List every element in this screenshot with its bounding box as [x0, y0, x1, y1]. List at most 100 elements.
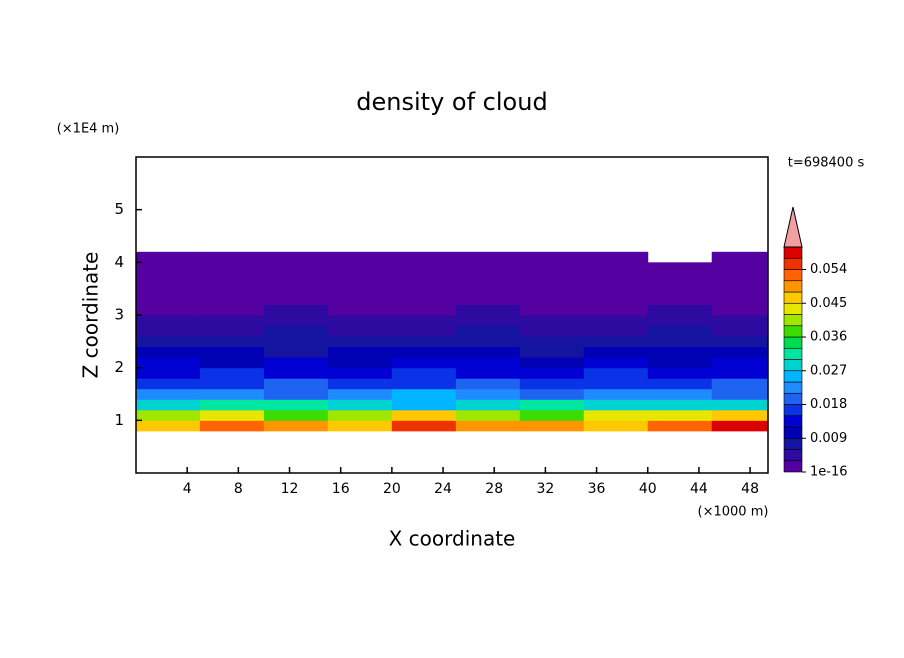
contour-cell [136, 367, 201, 379]
x-tick-label: 48 [741, 481, 759, 497]
contour-cell [263, 367, 329, 379]
contour-cell [199, 357, 265, 369]
x-tick-label: 4 [183, 481, 192, 497]
x-tick-label: 44 [690, 481, 708, 497]
contour-cell [647, 272, 713, 284]
contour-cell [455, 325, 521, 337]
contour-cell [519, 272, 585, 284]
contour-cell [327, 409, 393, 421]
contour-cell [519, 251, 585, 263]
contour-cell [327, 283, 393, 295]
contour-cell [199, 378, 265, 390]
contour-cell [136, 336, 201, 348]
contour-cell [391, 283, 457, 295]
contour-cell [391, 378, 457, 390]
contour-cell [583, 378, 649, 390]
contour-cell [711, 346, 768, 358]
colorbar-swatch [783, 449, 803, 462]
contour-cell [391, 272, 457, 284]
contour-cell [711, 388, 768, 400]
colorbar-swatch [783, 246, 803, 259]
contour-cell [583, 251, 649, 263]
time-annotation: t=698400 s [788, 156, 865, 171]
colorbar-swatch [783, 426, 803, 439]
contour-cell [391, 388, 457, 400]
contour-cell [391, 346, 457, 358]
contour-cell [647, 399, 713, 411]
contour-cell [583, 293, 649, 305]
contour-cell [711, 420, 768, 432]
contour-cell [455, 367, 521, 379]
contour-cell [519, 378, 585, 390]
contour-cell [647, 378, 713, 390]
contour-cell [327, 357, 393, 369]
contour-cell [327, 336, 393, 348]
contour-cell [711, 262, 768, 274]
contour-cell [583, 357, 649, 369]
x-tick-label: 20 [383, 481, 401, 497]
contour-cell [327, 251, 393, 263]
contour-cell [391, 336, 457, 348]
contour-cell [199, 304, 265, 316]
colorbar-swatch [783, 257, 803, 270]
contour-cell [455, 251, 521, 263]
x-tick-label: 36 [588, 481, 606, 497]
contour-cell [583, 283, 649, 295]
contour-cell [647, 346, 713, 358]
colorbar-swatch [783, 415, 803, 428]
colorbar-swatch [783, 347, 803, 360]
colorbar-swatch [783, 437, 803, 450]
contour-cell [583, 336, 649, 348]
contour-cell [327, 378, 393, 390]
contour-cell [327, 325, 393, 337]
contour-cell [263, 399, 329, 411]
contour-cell [199, 420, 265, 432]
y-unit: (×1E4 m) [57, 122, 120, 137]
contour-cell [391, 420, 457, 432]
contour-cell [136, 420, 201, 432]
contour-cell [391, 304, 457, 316]
contour-cell [647, 325, 713, 337]
contour-cell [263, 409, 329, 421]
contour-cell [711, 367, 768, 379]
contour-cell [455, 315, 521, 327]
contour-cell [455, 346, 521, 358]
contour-cell [136, 357, 201, 369]
contour-cell [583, 367, 649, 379]
contour-cell [263, 262, 329, 274]
contour-cell [647, 293, 713, 305]
contour-cell [199, 388, 265, 400]
contour-cell [263, 304, 329, 316]
contour-cell [263, 378, 329, 390]
contour-cell [327, 420, 393, 432]
y-tick-label: 1 [114, 411, 124, 429]
chart-title: density of cloud [356, 88, 547, 116]
contour-cell [455, 262, 521, 274]
contour-cell [263, 346, 329, 358]
contour-cell [199, 399, 265, 411]
contour-cell [455, 420, 521, 432]
contour-cell [391, 409, 457, 421]
x-tick-label: 12 [281, 481, 299, 497]
contour-cell [199, 283, 265, 295]
colorbar-tick-label: 0.054 [810, 262, 847, 277]
contour-cell [391, 315, 457, 327]
contour-cell [519, 293, 585, 305]
contour-cell [455, 283, 521, 295]
y-tick-label: 5 [114, 200, 124, 218]
contour-cell [711, 336, 768, 348]
contour-cell [327, 367, 393, 379]
contour-cell [583, 272, 649, 284]
colorbar-swatch [783, 325, 803, 338]
contour-cell [647, 315, 713, 327]
contour-cell [711, 304, 768, 316]
contour-cell [327, 315, 393, 327]
contour-cell [327, 388, 393, 400]
contour-cell [711, 399, 768, 411]
contour-cell [136, 346, 201, 358]
contour-cell [647, 357, 713, 369]
contour-cell [519, 262, 585, 274]
contour-cell [519, 304, 585, 316]
contour-cell [583, 420, 649, 432]
